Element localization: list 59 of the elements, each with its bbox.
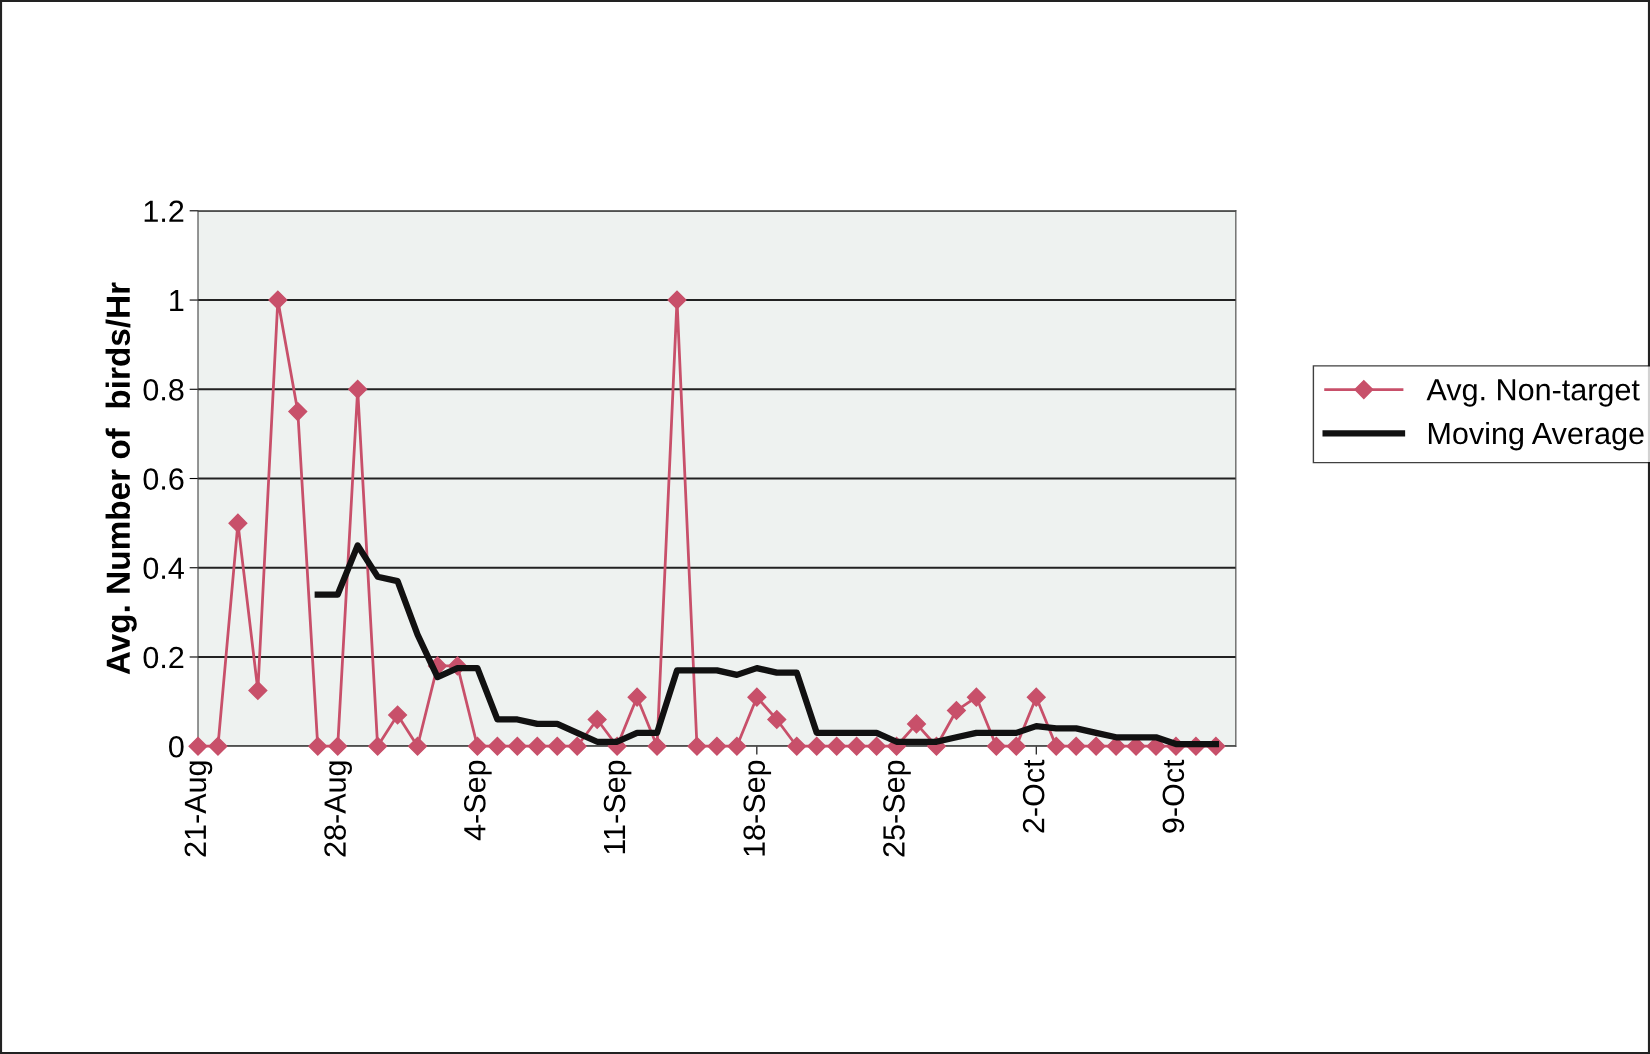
x-tick-label: 4-Sep bbox=[463, 760, 492, 841]
point bbox=[647, 736, 667, 756]
point bbox=[487, 736, 507, 756]
y-axis-title: Avg. Number of birds/Hr bbox=[105, 282, 137, 675]
point bbox=[787, 736, 807, 756]
point bbox=[268, 290, 288, 310]
point bbox=[707, 736, 727, 756]
point bbox=[348, 379, 368, 399]
point bbox=[627, 687, 647, 707]
y-tick-label: 0.8 bbox=[143, 379, 184, 401]
point bbox=[946, 701, 966, 721]
point bbox=[288, 402, 308, 422]
point bbox=[208, 736, 228, 756]
point bbox=[228, 513, 248, 533]
point bbox=[308, 736, 328, 756]
point bbox=[527, 736, 547, 756]
y-tick-label: 0.4 bbox=[143, 557, 184, 580]
y-tick-label: 1.2 bbox=[144, 200, 184, 222]
x-tick-label: 25-Sep bbox=[883, 760, 911, 857]
point bbox=[507, 736, 527, 756]
point bbox=[1046, 736, 1066, 756]
y-tick-label: 0 bbox=[169, 735, 184, 758]
point bbox=[727, 736, 747, 756]
point bbox=[587, 709, 607, 729]
legend-label: Moving Average bbox=[1428, 421, 1644, 451]
point bbox=[368, 736, 388, 756]
point bbox=[328, 736, 348, 756]
point bbox=[687, 736, 707, 756]
point bbox=[827, 736, 847, 756]
point bbox=[188, 736, 208, 756]
point bbox=[867, 736, 887, 756]
point bbox=[1086, 736, 1106, 756]
point bbox=[966, 687, 986, 707]
point bbox=[1006, 736, 1026, 756]
y-tick-label: 0.2 bbox=[143, 646, 184, 669]
point bbox=[747, 687, 767, 707]
x-tick-label: 21-Aug bbox=[184, 761, 213, 857]
legend-label: Avg. Non-target bbox=[1426, 379, 1640, 407]
point bbox=[906, 714, 927, 734]
point bbox=[847, 736, 867, 756]
x-tick-label: 28-Aug bbox=[324, 761, 352, 857]
x-tick-label: 18-Sep bbox=[743, 760, 772, 856]
x-tick-label: 9-Oct bbox=[1162, 759, 1185, 833]
x-tick-label: 11-Sep bbox=[603, 760, 632, 854]
point bbox=[408, 736, 428, 756]
point bbox=[1026, 687, 1046, 707]
point bbox=[807, 736, 827, 756]
point bbox=[1066, 736, 1086, 756]
point bbox=[767, 709, 787, 729]
point bbox=[388, 705, 408, 725]
x-tick-label: 2-Oct bbox=[1022, 759, 1045, 833]
point bbox=[547, 736, 567, 756]
y-tick-label: 0.6 bbox=[143, 468, 184, 490]
point bbox=[986, 736, 1006, 756]
point bbox=[567, 736, 587, 756]
point bbox=[467, 736, 487, 756]
point bbox=[248, 680, 268, 700]
y-tick-label: 1 bbox=[170, 290, 184, 312]
point bbox=[667, 290, 687, 310]
